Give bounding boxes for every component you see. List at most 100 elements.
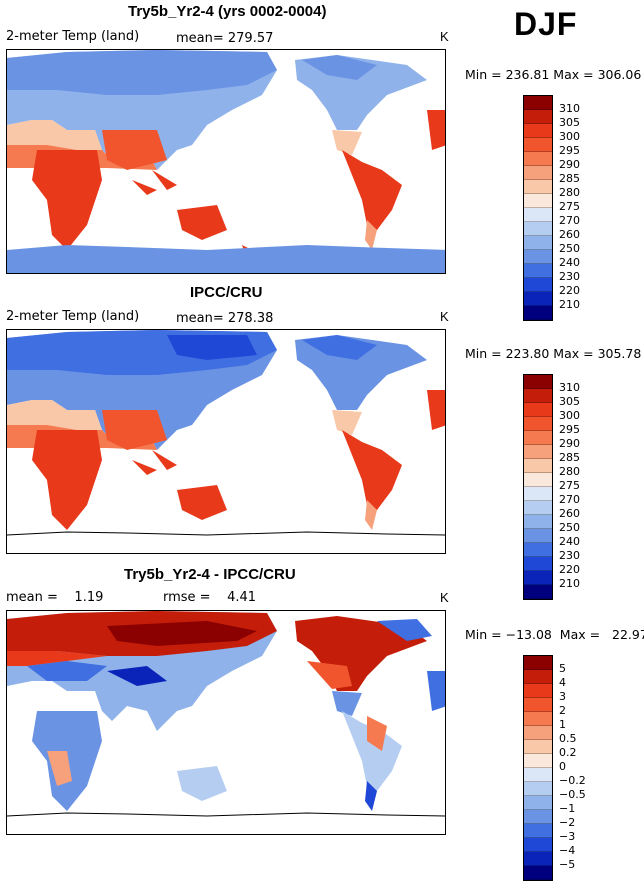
colorbar-label: −3 bbox=[559, 830, 576, 843]
colorbar-label: −0.5 bbox=[559, 788, 586, 801]
colorbar-label: 210 bbox=[559, 577, 580, 590]
difference-map bbox=[6, 610, 446, 835]
colorbar-label: 230 bbox=[559, 270, 580, 283]
colorbar-label: −5 bbox=[559, 858, 576, 871]
colorbar-label: 310 bbox=[559, 381, 580, 394]
colorbar-labels: 310 305 300 295 290 285 280 275 270 260 250 240 230 2… bbox=[559, 102, 580, 312]
colorbar-label: 275 bbox=[559, 479, 580, 492]
colorbar-swatch bbox=[524, 796, 552, 810]
colorbar-labels: 310 305 300 295 290 285 280 275 270 260 250 240 230 2… bbox=[559, 381, 580, 591]
colorbar-swatch bbox=[524, 740, 552, 754]
colorbar-swatch bbox=[524, 515, 552, 529]
colorbar-label: 280 bbox=[559, 465, 580, 478]
colorbar-label: 250 bbox=[559, 242, 580, 255]
colorbar-swatch bbox=[524, 194, 552, 208]
americas bbox=[295, 55, 445, 250]
colorbar-swatch bbox=[524, 810, 552, 824]
colorbar-swatch bbox=[524, 292, 552, 306]
colorbar-swatch bbox=[524, 124, 552, 138]
min-max-label: Min = −13.08 Max = 22.97 bbox=[465, 627, 644, 642]
colorbar-label: −1 bbox=[559, 802, 576, 815]
colorbar-swatch bbox=[524, 670, 552, 684]
antarctica-coastline bbox=[7, 812, 445, 817]
colorbar-swatch bbox=[524, 852, 552, 866]
colorbar-label: 0 bbox=[559, 760, 566, 773]
colorbar-label: 3 bbox=[559, 690, 566, 703]
colorbar-label: 260 bbox=[559, 228, 580, 241]
colorbar-swatch bbox=[524, 431, 552, 445]
colorbar-swatch bbox=[524, 166, 552, 180]
colorbar-swatch bbox=[524, 571, 552, 585]
colorbar-label: 310 bbox=[559, 102, 580, 115]
variable-label: 2-meter Temp (land) bbox=[6, 29, 140, 44]
colorbar-swatch bbox=[524, 684, 552, 698]
panel-title: IPCC/CRU bbox=[190, 284, 263, 301]
colorbar-swatch bbox=[524, 487, 552, 501]
observed-temperature-map bbox=[6, 329, 446, 554]
colorbar-swatch bbox=[524, 417, 552, 431]
colorbar-swatch bbox=[524, 726, 552, 740]
colorbar-swatch bbox=[524, 585, 552, 599]
colorbar-label: 285 bbox=[559, 451, 580, 464]
colorbar-swatch bbox=[524, 152, 552, 166]
colorbar-label: 290 bbox=[559, 158, 580, 171]
colorbar-label: 4 bbox=[559, 676, 566, 689]
colorbar-swatch bbox=[524, 838, 552, 852]
colorbar-label: 285 bbox=[559, 172, 580, 185]
colorbar-swatch bbox=[524, 557, 552, 571]
colorbar-label: 240 bbox=[559, 535, 580, 548]
antarctica-coastline bbox=[7, 531, 445, 536]
colorbar-swatch bbox=[524, 236, 552, 250]
colorbar-label: −2 bbox=[559, 816, 576, 829]
colorbar-swatch bbox=[524, 656, 552, 670]
colorbar-swatch bbox=[524, 543, 552, 557]
colorbar-label: 295 bbox=[559, 423, 580, 436]
colorbar-swatch bbox=[524, 445, 552, 459]
colorbar-swatch bbox=[524, 110, 552, 124]
colorbar-label: −4 bbox=[559, 844, 576, 857]
min-max-label: Min = 236.81 Max = 306.06 bbox=[465, 67, 642, 82]
mean-label: mean = 1.19 bbox=[6, 590, 104, 605]
colorbar bbox=[523, 374, 553, 600]
colorbar-label: 5 bbox=[559, 662, 566, 675]
colorbar-label: 290 bbox=[559, 437, 580, 450]
colorbar-label: 230 bbox=[559, 549, 580, 562]
rmse-label: rmse = 4.41 bbox=[163, 590, 257, 605]
model-temperature-map bbox=[6, 49, 446, 274]
colorbar-label: 305 bbox=[559, 395, 580, 408]
colorbar-swatch bbox=[524, 264, 552, 278]
colorbar-swatch bbox=[524, 501, 552, 515]
colorbar-label: 1 bbox=[559, 718, 566, 731]
colorbar-swatch bbox=[524, 138, 552, 152]
colorbar-label: −0.2 bbox=[559, 774, 586, 787]
colorbar-swatch bbox=[524, 824, 552, 838]
colorbar-swatch bbox=[524, 459, 552, 473]
variable-label: 2-meter Temp (land) bbox=[6, 309, 140, 324]
colorbar-label: 270 bbox=[559, 493, 580, 506]
colorbar-swatch bbox=[524, 306, 552, 320]
colorbar-swatch bbox=[524, 96, 552, 110]
colorbar-swatch bbox=[524, 375, 552, 389]
panel-title: Try5b_Yr2-4 (yrs 0002-0004) bbox=[128, 3, 327, 20]
colorbar-label: 250 bbox=[559, 521, 580, 534]
colorbar-label: 2 bbox=[559, 704, 566, 717]
colorbar-label: 280 bbox=[559, 186, 580, 199]
colorbar bbox=[523, 655, 553, 881]
colorbar-swatch bbox=[524, 403, 552, 417]
colorbar-swatch bbox=[524, 754, 552, 768]
colorbar-label: 300 bbox=[559, 130, 580, 143]
colorbar-swatch bbox=[524, 250, 552, 264]
units-label: K bbox=[440, 309, 449, 324]
colorbar-label: 0.5 bbox=[559, 732, 577, 745]
colorbar-swatch bbox=[524, 278, 552, 292]
colorbar-label: 295 bbox=[559, 144, 580, 157]
americas bbox=[295, 335, 445, 530]
colorbar-swatch bbox=[524, 208, 552, 222]
colorbar-swatch bbox=[524, 529, 552, 543]
season-label: DJF bbox=[514, 6, 578, 42]
eurasia-africa bbox=[7, 611, 277, 811]
units-label: K bbox=[440, 29, 449, 44]
colorbar-swatch bbox=[524, 389, 552, 403]
min-max-label: Min = 223.80 Max = 305.78 bbox=[465, 346, 642, 361]
colorbar-swatch bbox=[524, 222, 552, 236]
